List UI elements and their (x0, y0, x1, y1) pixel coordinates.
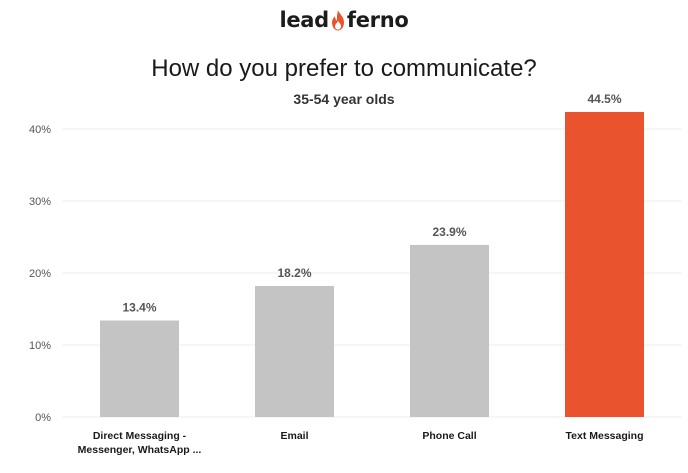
data-label: 18.2% (277, 266, 311, 280)
bar (255, 285, 334, 417)
y-tick-label: 10% (29, 340, 51, 352)
data-label: 44.5% (587, 92, 621, 106)
chart-title: How do you prefer to communicate? (151, 55, 537, 82)
x-tick-label: Text Messaging (566, 430, 644, 442)
x-tick-label: Messenger, WhatsApp ... (78, 444, 202, 456)
x-tick-label: Email (280, 430, 308, 442)
brand-name-right: ferno (346, 8, 409, 32)
y-tick-label: 40% (29, 124, 51, 136)
bar (565, 112, 644, 417)
x-tick-label: Direct Messaging - (93, 430, 187, 442)
brand-logo: lead ferno (0, 8, 688, 32)
x-tick-label: Phone Call (422, 430, 476, 442)
flame-icon (331, 9, 344, 30)
bar (100, 320, 179, 417)
y-tick-label: 0% (35, 412, 51, 424)
chart-subtitle: 35-54 year olds (293, 91, 395, 107)
brand-name-left: lead (279, 8, 329, 32)
data-label: 23.9% (432, 225, 466, 239)
y-tick-label: 30% (29, 196, 51, 208)
data-label: 13.4% (122, 301, 156, 315)
y-tick-label: 20% (29, 268, 51, 280)
bar (410, 244, 489, 417)
